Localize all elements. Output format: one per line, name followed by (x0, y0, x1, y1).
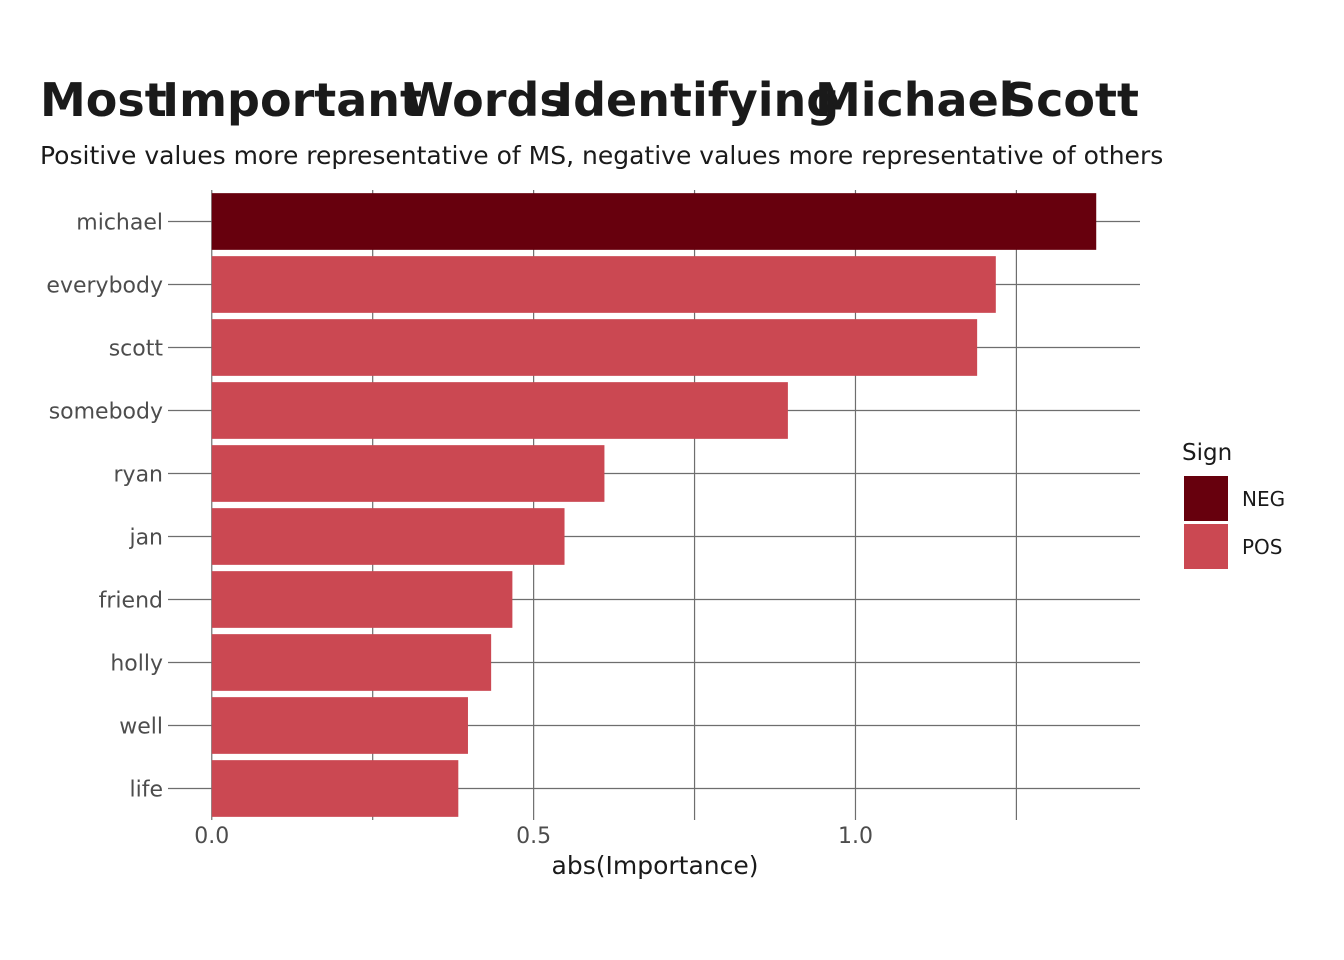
y-tick-label: ryan (114, 463, 164, 488)
chart-title-word: Identifying (556, 73, 839, 127)
x-axis-label: abs(Importance) (552, 851, 759, 880)
bar-somebody (211, 382, 788, 439)
bar-everybody (211, 256, 996, 313)
legend-key-pos (1184, 524, 1228, 569)
bar-michael (211, 193, 1097, 250)
bar-scott (211, 319, 978, 376)
chart-title-word: Important (162, 73, 422, 127)
y-tick-labels: michael everybody scott somebody ryan jan frie… (46, 211, 163, 803)
legend-key-neg (1184, 476, 1228, 521)
bars (211, 193, 1097, 817)
y-tick-label: holly (110, 652, 163, 677)
legend: Sign NEG POS (1182, 440, 1285, 569)
bar-well (211, 697, 468, 754)
chart-title-word: Michael (815, 73, 1015, 127)
legend-label: NEG (1242, 487, 1285, 511)
bar-jan (211, 508, 565, 565)
chart-title-word: Words (403, 73, 567, 127)
legend-entries: NEG POS (1184, 476, 1285, 569)
y-tick-label: well (119, 715, 163, 740)
y-tick-label: jan (128, 526, 163, 551)
x-tick-label: 1.0 (838, 824, 873, 849)
y-tick-label: everybody (46, 274, 163, 299)
y-tick-label: michael (76, 211, 163, 236)
legend-title: Sign (1182, 440, 1232, 466)
y-tick-label: friend (99, 589, 163, 614)
y-tick-label: life (129, 778, 163, 803)
y-tick-label: somebody (49, 400, 163, 425)
chart-title-word: Most (40, 73, 167, 127)
bar-ryan (211, 445, 605, 502)
x-tick-labels: 0.0 0.5 1.0 (194, 824, 873, 849)
chart-title: MostImportantWordsIdentifyingMichaelScot… (40, 73, 1139, 127)
x-tick-label: 0.0 (194, 824, 229, 849)
y-tick-label: scott (109, 337, 164, 362)
bar-holly (211, 634, 492, 691)
x-tick-label: 0.5 (516, 824, 551, 849)
bar-life (211, 760, 459, 817)
bar-friend (211, 571, 513, 628)
chart-subtitle: Positive values more representative of M… (40, 141, 1163, 170)
legend-label: POS (1242, 535, 1283, 559)
chart-title-word: Scott (1003, 73, 1139, 127)
